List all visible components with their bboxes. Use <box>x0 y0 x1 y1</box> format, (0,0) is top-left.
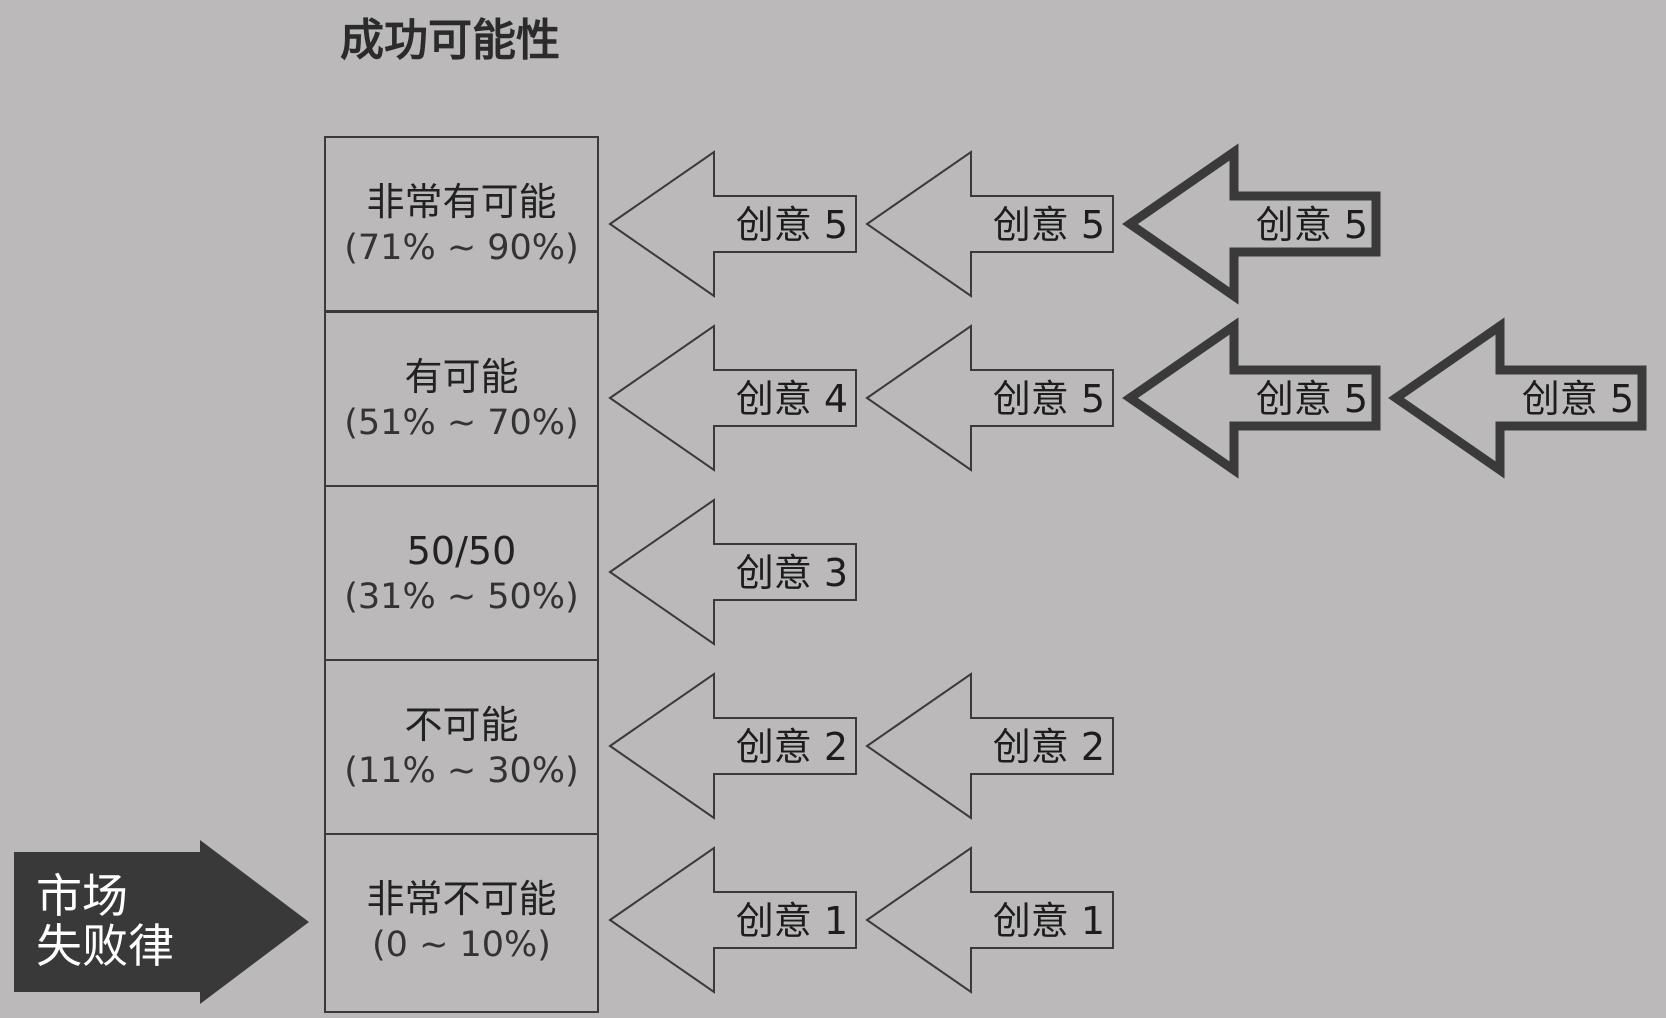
level-range: (0 ~ 10%) <box>372 925 551 965</box>
idea-label: 创意 2 <box>993 725 1105 769</box>
level-box <box>324 136 599 312</box>
level-box <box>324 833 599 1013</box>
idea-label: 创意 2 <box>736 725 848 769</box>
idea-arrow-shape <box>1388 317 1647 479</box>
idea-arrow: 创意 4 <box>608 324 857 472</box>
idea-arrow-shape <box>865 672 1114 820</box>
market-label-line2: 失败律 <box>36 919 174 973</box>
idea-label: 创意 3 <box>736 551 848 595</box>
idea-arrow: 创意 1 <box>865 846 1114 994</box>
idea-arrow: 创意 1 <box>608 846 857 994</box>
idea-arrow: 创意 5 <box>865 324 1114 472</box>
idea-arrow-shape <box>608 150 857 298</box>
idea-label: 创意 5 <box>1256 377 1368 421</box>
market-label-line1: 市场 <box>36 869 128 923</box>
idea-label: 创意 1 <box>736 899 848 943</box>
idea-arrow: 创意 5 <box>1388 317 1647 479</box>
idea-arrow-shape <box>608 672 857 820</box>
level-range: (51% ~ 70%) <box>344 403 578 443</box>
idea-arrow: 创意 5 <box>608 150 857 298</box>
idea-arrow-shape <box>608 498 857 646</box>
idea-arrow: 创意 5 <box>1122 317 1381 479</box>
level-name: 非常有可能 <box>366 180 556 224</box>
level-name: 非常不可能 <box>366 877 556 921</box>
idea-arrow: 创意 3 <box>608 498 857 646</box>
idea-arrow-shape <box>1122 143 1381 305</box>
idea-arrow-shape <box>608 324 857 472</box>
idea-arrow-shape <box>865 150 1114 298</box>
idea-arrow-shape <box>865 846 1114 994</box>
level-range: (31% ~ 50%) <box>344 577 578 617</box>
level-box <box>324 311 599 487</box>
idea-arrow-shape <box>1122 317 1381 479</box>
idea-label: 创意 5 <box>993 377 1105 421</box>
idea-arrow: 创意 2 <box>865 672 1114 820</box>
idea-arrow-shape <box>608 846 857 994</box>
market-arrow-shape <box>14 840 309 1004</box>
level-name: 有可能 <box>404 355 518 399</box>
idea-label: 创意 5 <box>993 203 1105 247</box>
level-box <box>324 659 599 835</box>
diagram-title: 成功可能性 <box>340 15 560 66</box>
idea-label: 创意 5 <box>736 203 848 247</box>
idea-arrow: 创意 2 <box>608 672 857 820</box>
idea-label: 创意 1 <box>993 899 1105 943</box>
idea-arrow-shape <box>865 324 1114 472</box>
idea-arrows: 创意 5 创意 5 创意 5 创意 4 创意 5 创意 5 创意 5 创意 3 创意 2 创意 2… <box>608 143 1647 994</box>
level-name: 50/50 <box>407 529 517 573</box>
level-name: 不可能 <box>404 703 518 747</box>
idea-label: 创意 4 <box>736 377 848 421</box>
idea-arrow: 创意 5 <box>865 150 1114 298</box>
market-failure-arrow: 市场 失败律 <box>14 840 309 1004</box>
idea-arrow: 创意 5 <box>1122 143 1381 305</box>
idea-label: 创意 5 <box>1256 203 1368 247</box>
level-box <box>324 485 599 661</box>
probability-level-column: 非常有可能(71% ~ 90%) 有可能(51% ~ 70%) 50/50(31% … <box>324 136 599 1013</box>
level-range: (11% ~ 30%) <box>344 751 578 791</box>
level-range: (71% ~ 90%) <box>344 228 578 268</box>
idea-label: 创意 5 <box>1522 377 1634 421</box>
